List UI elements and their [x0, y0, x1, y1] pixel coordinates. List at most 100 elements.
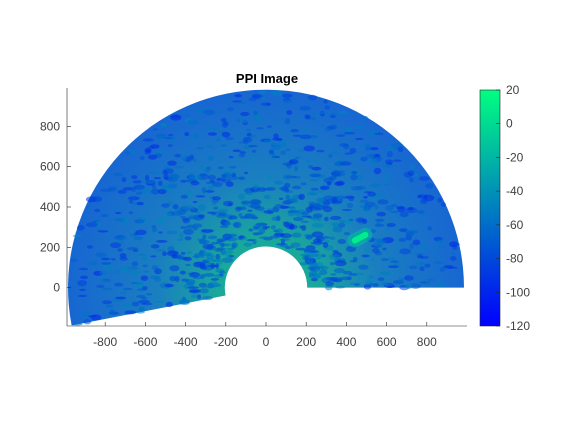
speckle-cell — [133, 236, 144, 241]
speckle-cell — [258, 228, 266, 235]
speckle-cell — [319, 185, 330, 191]
speckle-cell — [263, 194, 271, 200]
speckle-cell — [123, 217, 129, 221]
speckle-cell — [408, 177, 414, 183]
speckle-cell — [368, 158, 378, 165]
speckle-cell — [227, 233, 238, 238]
speckle-cell — [135, 191, 143, 196]
speckle-cell — [253, 233, 260, 236]
speckle-cell — [285, 246, 290, 250]
speckle-cell — [197, 173, 209, 180]
speckle-cell — [228, 176, 240, 181]
speckle-cell — [79, 288, 86, 291]
speckle-cell — [183, 228, 194, 235]
speckle-cell — [216, 177, 222, 181]
speckle-cell — [213, 206, 219, 210]
speckle-cell — [258, 187, 267, 192]
speckle-cell — [434, 260, 445, 265]
speckle-cell — [163, 173, 169, 180]
speckle-cell — [341, 208, 352, 212]
speckle-cell — [381, 164, 394, 169]
y-tick-label: 0 — [53, 281, 60, 295]
speckle-cell — [117, 248, 124, 252]
speckle-cell — [186, 224, 194, 229]
speckle-cell — [364, 279, 374, 286]
speckle-cell — [203, 273, 215, 277]
speckle-cell — [101, 287, 113, 291]
speckle-cell — [165, 301, 173, 308]
speckle-cell — [418, 176, 430, 181]
speckle-cell — [319, 242, 329, 245]
speckle-cell — [323, 177, 334, 184]
speckle-cell — [199, 239, 210, 245]
speckle-cell — [167, 160, 177, 166]
speckle-cell — [309, 173, 321, 178]
speckle-cell — [122, 287, 133, 291]
speckle-cell — [142, 285, 148, 290]
speckle-cell — [363, 283, 372, 290]
speckle-cell — [208, 127, 219, 131]
speckle-cell — [415, 253, 424, 257]
speckle-cell — [371, 248, 380, 254]
speckle-cell — [181, 113, 191, 117]
speckle-cell — [179, 300, 190, 306]
speckle-cell — [325, 281, 335, 287]
speckle-cell — [131, 301, 140, 307]
speckle-cell — [280, 239, 286, 244]
speckle-cell — [287, 210, 299, 213]
speckle-cell — [354, 283, 360, 286]
speckle-cell — [221, 131, 231, 138]
speckle-cell — [184, 131, 190, 137]
speckle-cell — [122, 187, 134, 191]
speckle-cell — [193, 174, 201, 179]
speckle-cell — [185, 264, 191, 267]
speckle-cell — [425, 278, 435, 281]
speckle-cell — [302, 127, 310, 131]
speckle-cell — [192, 158, 197, 162]
target-features — [347, 227, 373, 248]
speckle-cell — [304, 250, 311, 255]
speckle-cell — [249, 158, 254, 162]
speckle-cell — [373, 193, 386, 197]
speckle-cell — [291, 185, 302, 190]
speckle-cell — [346, 202, 354, 209]
speckle-cell — [187, 216, 199, 220]
speckle-cell — [390, 260, 399, 263]
speckle-cell — [386, 285, 396, 288]
speckle-cell — [133, 219, 145, 224]
speckle-cell — [298, 225, 304, 229]
speckle-cell — [351, 170, 358, 175]
speckle-cell — [184, 236, 192, 241]
speckle-cell — [231, 242, 238, 248]
speckle-cell — [147, 154, 158, 160]
speckle-cell — [144, 179, 156, 184]
speckle-cell — [389, 210, 400, 214]
speckle-cell — [407, 229, 418, 234]
speckle-cell — [284, 189, 294, 194]
speckle-cell — [124, 310, 137, 315]
speckle-cell — [331, 222, 339, 227]
speckle-cell — [369, 147, 379, 151]
speckle-cell — [153, 177, 162, 180]
speckle-cell — [291, 232, 302, 238]
speckle-cell — [320, 235, 331, 240]
x-tick-label: 0 — [263, 335, 270, 349]
speckle-cell — [145, 174, 150, 182]
speckle-cell — [131, 175, 138, 180]
speckle-cell — [192, 223, 203, 228]
speckle-cell — [243, 242, 253, 247]
speckle-cell — [207, 264, 219, 268]
speckle-cell — [311, 222, 324, 228]
x-tick-label: -400 — [174, 335, 198, 349]
speckle-cell — [256, 127, 264, 130]
x-tick-label: -800 — [93, 335, 117, 349]
speckle-cell — [102, 264, 114, 270]
speckle-cell — [374, 204, 379, 210]
speckle-cell — [309, 178, 319, 182]
speckle-cell — [278, 197, 284, 200]
speckle-cell — [333, 267, 345, 274]
speckle-cell — [180, 251, 186, 255]
speckle-cell — [285, 148, 291, 151]
speckle-cell — [174, 153, 182, 158]
speckle-cell — [404, 283, 413, 289]
